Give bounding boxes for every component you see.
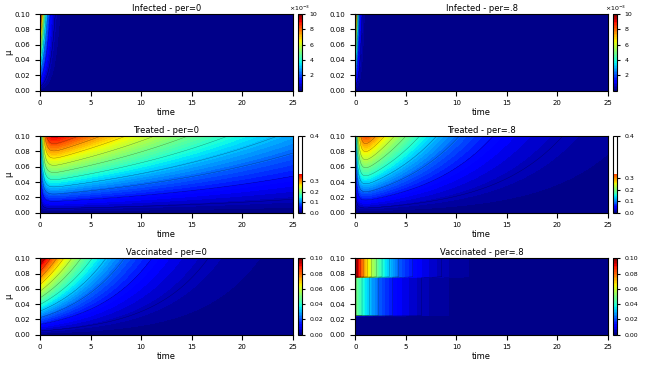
Y-axis label: µ: µ — [4, 50, 13, 55]
X-axis label: time: time — [157, 230, 176, 239]
Y-axis label: µ: µ — [4, 172, 13, 177]
Title: Treated - per=.8: Treated - per=.8 — [447, 126, 516, 135]
Title: $\times$10$^{-3}$: $\times$10$^{-3}$ — [604, 4, 626, 14]
Title: Vaccinated - per=.8: Vaccinated - per=.8 — [440, 249, 523, 257]
Title: Infected - per=0: Infected - per=0 — [132, 4, 201, 13]
X-axis label: time: time — [472, 352, 491, 361]
X-axis label: time: time — [157, 108, 176, 117]
Title: Infected - per=.8: Infected - per=.8 — [446, 4, 517, 13]
Title: Treated - per=0: Treated - per=0 — [134, 126, 199, 135]
Y-axis label: µ: µ — [4, 294, 13, 299]
X-axis label: time: time — [472, 230, 491, 239]
X-axis label: time: time — [472, 108, 491, 117]
Title: Vaccinated - per=0: Vaccinated - per=0 — [126, 249, 207, 257]
Title: $\times$10$^{-3}$: $\times$10$^{-3}$ — [290, 4, 311, 14]
X-axis label: time: time — [157, 352, 176, 361]
